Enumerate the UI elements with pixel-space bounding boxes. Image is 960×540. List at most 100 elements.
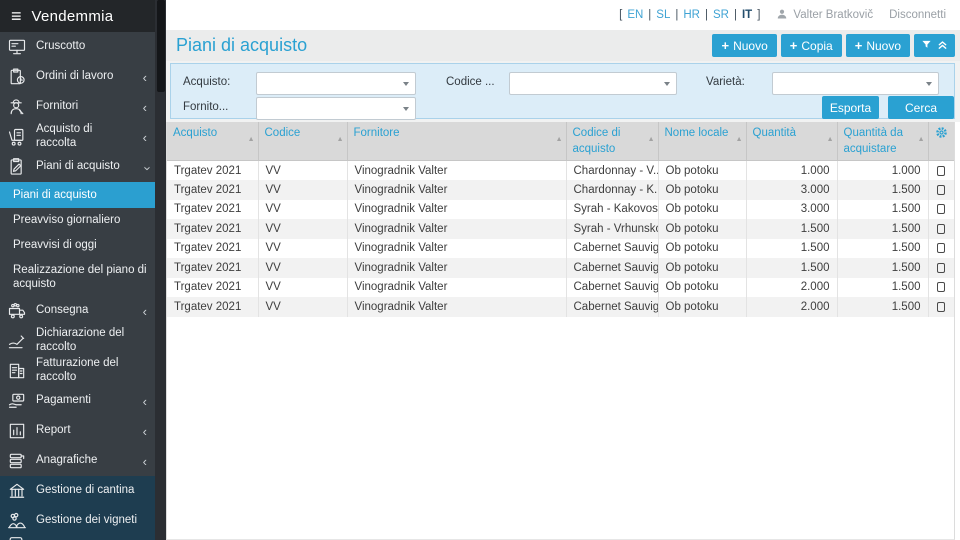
sidebar-item-ordini-di-lavoro[interactable]: Ordini di lavoro ‹ [0, 62, 155, 92]
sort-asc-icon: ▲ [248, 135, 255, 144]
checkbox-icon[interactable] [937, 185, 945, 195]
language-link-sl[interactable]: SL [656, 9, 670, 21]
checkbox-icon[interactable] [937, 282, 945, 292]
checkbox-icon[interactable] [937, 243, 945, 253]
table-row[interactable]: Trgatev 2021VVVinogradnik ValterCabernet… [167, 297, 954, 317]
sort-asc-icon: ▲ [736, 135, 743, 144]
export-button[interactable]: Esporta [822, 96, 879, 119]
chevron-collapsed-icon: ‹ [143, 131, 149, 144]
column-header-fornitore[interactable]: Fornitore▲ [347, 122, 566, 161]
caret-down-icon [664, 82, 670, 86]
sidebar-item-gestione-dei-vigneti[interactable]: Gestione dei vigneti [0, 506, 155, 536]
filter-label-acquisto: Acquisto: [183, 76, 230, 88]
chevron-collapsed-icon: ‹ [143, 425, 149, 438]
harvest-purchase-icon [6, 126, 28, 148]
sidebar-item-fornitori[interactable]: Fornitori ‹ [0, 92, 155, 122]
sidebar-subitem-preavvisi-di-oggi[interactable]: Preavvisi di oggi [0, 233, 155, 258]
column-header-nome-locale[interactable]: Nome locale▲ [658, 122, 746, 161]
column-header-codice[interactable]: Codice▲ [258, 122, 347, 161]
language-link-en[interactable]: EN [627, 9, 643, 21]
sidebar-subitem-preavviso-giornaliero[interactable]: Preavviso giornaliero [0, 208, 155, 233]
language-link-sr[interactable]: SR [713, 9, 729, 21]
caret-down-icon [403, 107, 409, 111]
sidebar-item-label: Ordini di lavoro [36, 70, 135, 84]
plus-icon: + [790, 38, 798, 53]
app-title: Vendemmia [32, 8, 114, 25]
partial-item-icon [6, 536, 26, 540]
table-row[interactable]: Trgatev 2021VVVinogradnik ValterChardonn… [167, 180, 954, 200]
language-link-it-active[interactable]: IT [742, 9, 752, 21]
column-header-acquisto[interactable]: Acquisto▲ [167, 122, 258, 161]
copy-button[interactable]: + Copia [781, 34, 842, 57]
language-link-hr[interactable]: HR [683, 9, 700, 21]
varieta-dropdown[interactable] [772, 72, 939, 95]
page-title: Piani di acquisto [176, 35, 307, 56]
table-row[interactable]: Trgatev 2021VVVinogradnik ValterCabernet… [167, 258, 954, 278]
bracket: ] [757, 9, 760, 21]
new-button[interactable]: + Nuovo [712, 34, 776, 57]
column-header-quantita-da-acquistare[interactable]: Quantità da acquistare▲ [837, 122, 928, 161]
acquisto-dropdown[interactable] [256, 72, 416, 95]
sidebar-item-gestione-di-cantina[interactable]: Gestione di cantina [0, 476, 155, 506]
sidebar-item-fatturazione-del-raccolto[interactable]: Fatturazione del raccolto [0, 356, 155, 386]
codice-dropdown[interactable] [509, 72, 677, 95]
dashboard-icon [6, 36, 28, 58]
work-orders-icon [6, 66, 28, 88]
chevron-collapsed-icon: ‹ [143, 71, 149, 84]
table-row[interactable]: Trgatev 2021VVVinogradnik ValterSyrah - … [167, 200, 954, 220]
search-button[interactable]: Cerca [888, 96, 954, 119]
sidebar: ≡ Vendemmia Cruscotto Ordini di lavoro ‹… [0, 0, 166, 540]
checkbox-icon[interactable] [937, 224, 945, 234]
sidebar-scrollbar-thumb[interactable] [157, 0, 165, 92]
sort-asc-icon: ▲ [918, 135, 925, 144]
language-separator: | [648, 9, 651, 21]
table-row[interactable]: Trgatev 2021VVVinogradnik ValterSyrah - … [167, 219, 954, 239]
sidebar-subitem-piani-di-acquisto[interactable]: Piani di acquisto [0, 182, 155, 208]
sidebar-item-acquisto-di-raccolta[interactable]: Acquisto di raccolta ‹ [0, 122, 155, 152]
filter-toggle-button[interactable] [914, 34, 955, 57]
plus-icon: + [855, 38, 863, 53]
table-row[interactable]: Trgatev 2021VVVinogradnik ValterChardonn… [167, 161, 954, 181]
invoicing-icon [6, 360, 28, 382]
sidebar-item-label: Fatturazione del raccolto [36, 357, 149, 385]
gear-icon [935, 130, 948, 142]
hamburger-icon[interactable]: ≡ [11, 7, 22, 25]
caret-down-icon [926, 82, 932, 86]
checkbox-icon[interactable] [937, 302, 945, 312]
chevron-collapsed-icon: ‹ [143, 455, 149, 468]
sidebar-item-cruscotto[interactable]: Cruscotto [0, 32, 155, 62]
sidebar-item-piani-di-acquisto[interactable]: Piani di acquisto ‹ [0, 152, 155, 182]
sidebar-item-consegna[interactable]: Consegna ‹ [0, 296, 155, 326]
sidebar-item-label: Preavvisi di oggi [13, 238, 97, 252]
plus-icon: + [721, 38, 729, 53]
funnel-icon [921, 39, 932, 53]
sidebar-header: ≡ Vendemmia [0, 0, 155, 32]
column-header-codice-di-acquisto[interactable]: Codice di acquisto▲ [566, 122, 658, 161]
new-button-2[interactable]: + Nuovo [846, 34, 910, 57]
user-icon [776, 8, 788, 23]
fornitore-dropdown[interactable] [256, 97, 416, 120]
sidebar-menu: Cruscotto Ordini di lavoro ‹ Fornitori ‹… [0, 32, 155, 540]
logout-link[interactable]: Disconnetti [889, 9, 946, 21]
column-header-quantita[interactable]: Quantità▲ [746, 122, 837, 161]
column-settings-button[interactable] [928, 122, 954, 161]
sidebar-item-report[interactable]: Report ‹ [0, 416, 155, 446]
sidebar-item-pagamenti[interactable]: Pagamenti ‹ [0, 386, 155, 416]
checkbox-icon[interactable] [937, 204, 945, 214]
vineyard-icon [6, 510, 28, 532]
sidebar-scrollbar[interactable] [155, 0, 166, 540]
sidebar-item-label: Fornitori [36, 100, 135, 114]
table-row[interactable]: Trgatev 2021VVVinogradnik ValterCabernet… [167, 278, 954, 298]
sidebar-item-label: Gestione di cantina [36, 484, 149, 498]
sidebar-subitem-realizzazione-del-piano[interactable]: Realizzazione del piano di acquisto [0, 258, 155, 296]
sidebar-item-partial[interactable] [0, 536, 155, 540]
filter-label-varieta: Varietà: [706, 76, 745, 88]
supplier-icon [6, 96, 28, 118]
checkbox-icon[interactable] [937, 263, 945, 273]
sidebar-item-dichiarazione-del-raccolto[interactable]: Dichiarazione del raccolto [0, 326, 155, 356]
table-row[interactable]: Trgatev 2021VVVinogradnik ValterCabernet… [167, 239, 954, 259]
sort-asc-icon: ▲ [648, 135, 655, 144]
grid-panel: Acquisto▲ Codice▲ Fornitore▲ Codice di a… [166, 122, 955, 540]
sidebar-item-anagrafiche[interactable]: Anagrafiche ‹ [0, 446, 155, 476]
checkbox-icon[interactable] [937, 166, 945, 176]
